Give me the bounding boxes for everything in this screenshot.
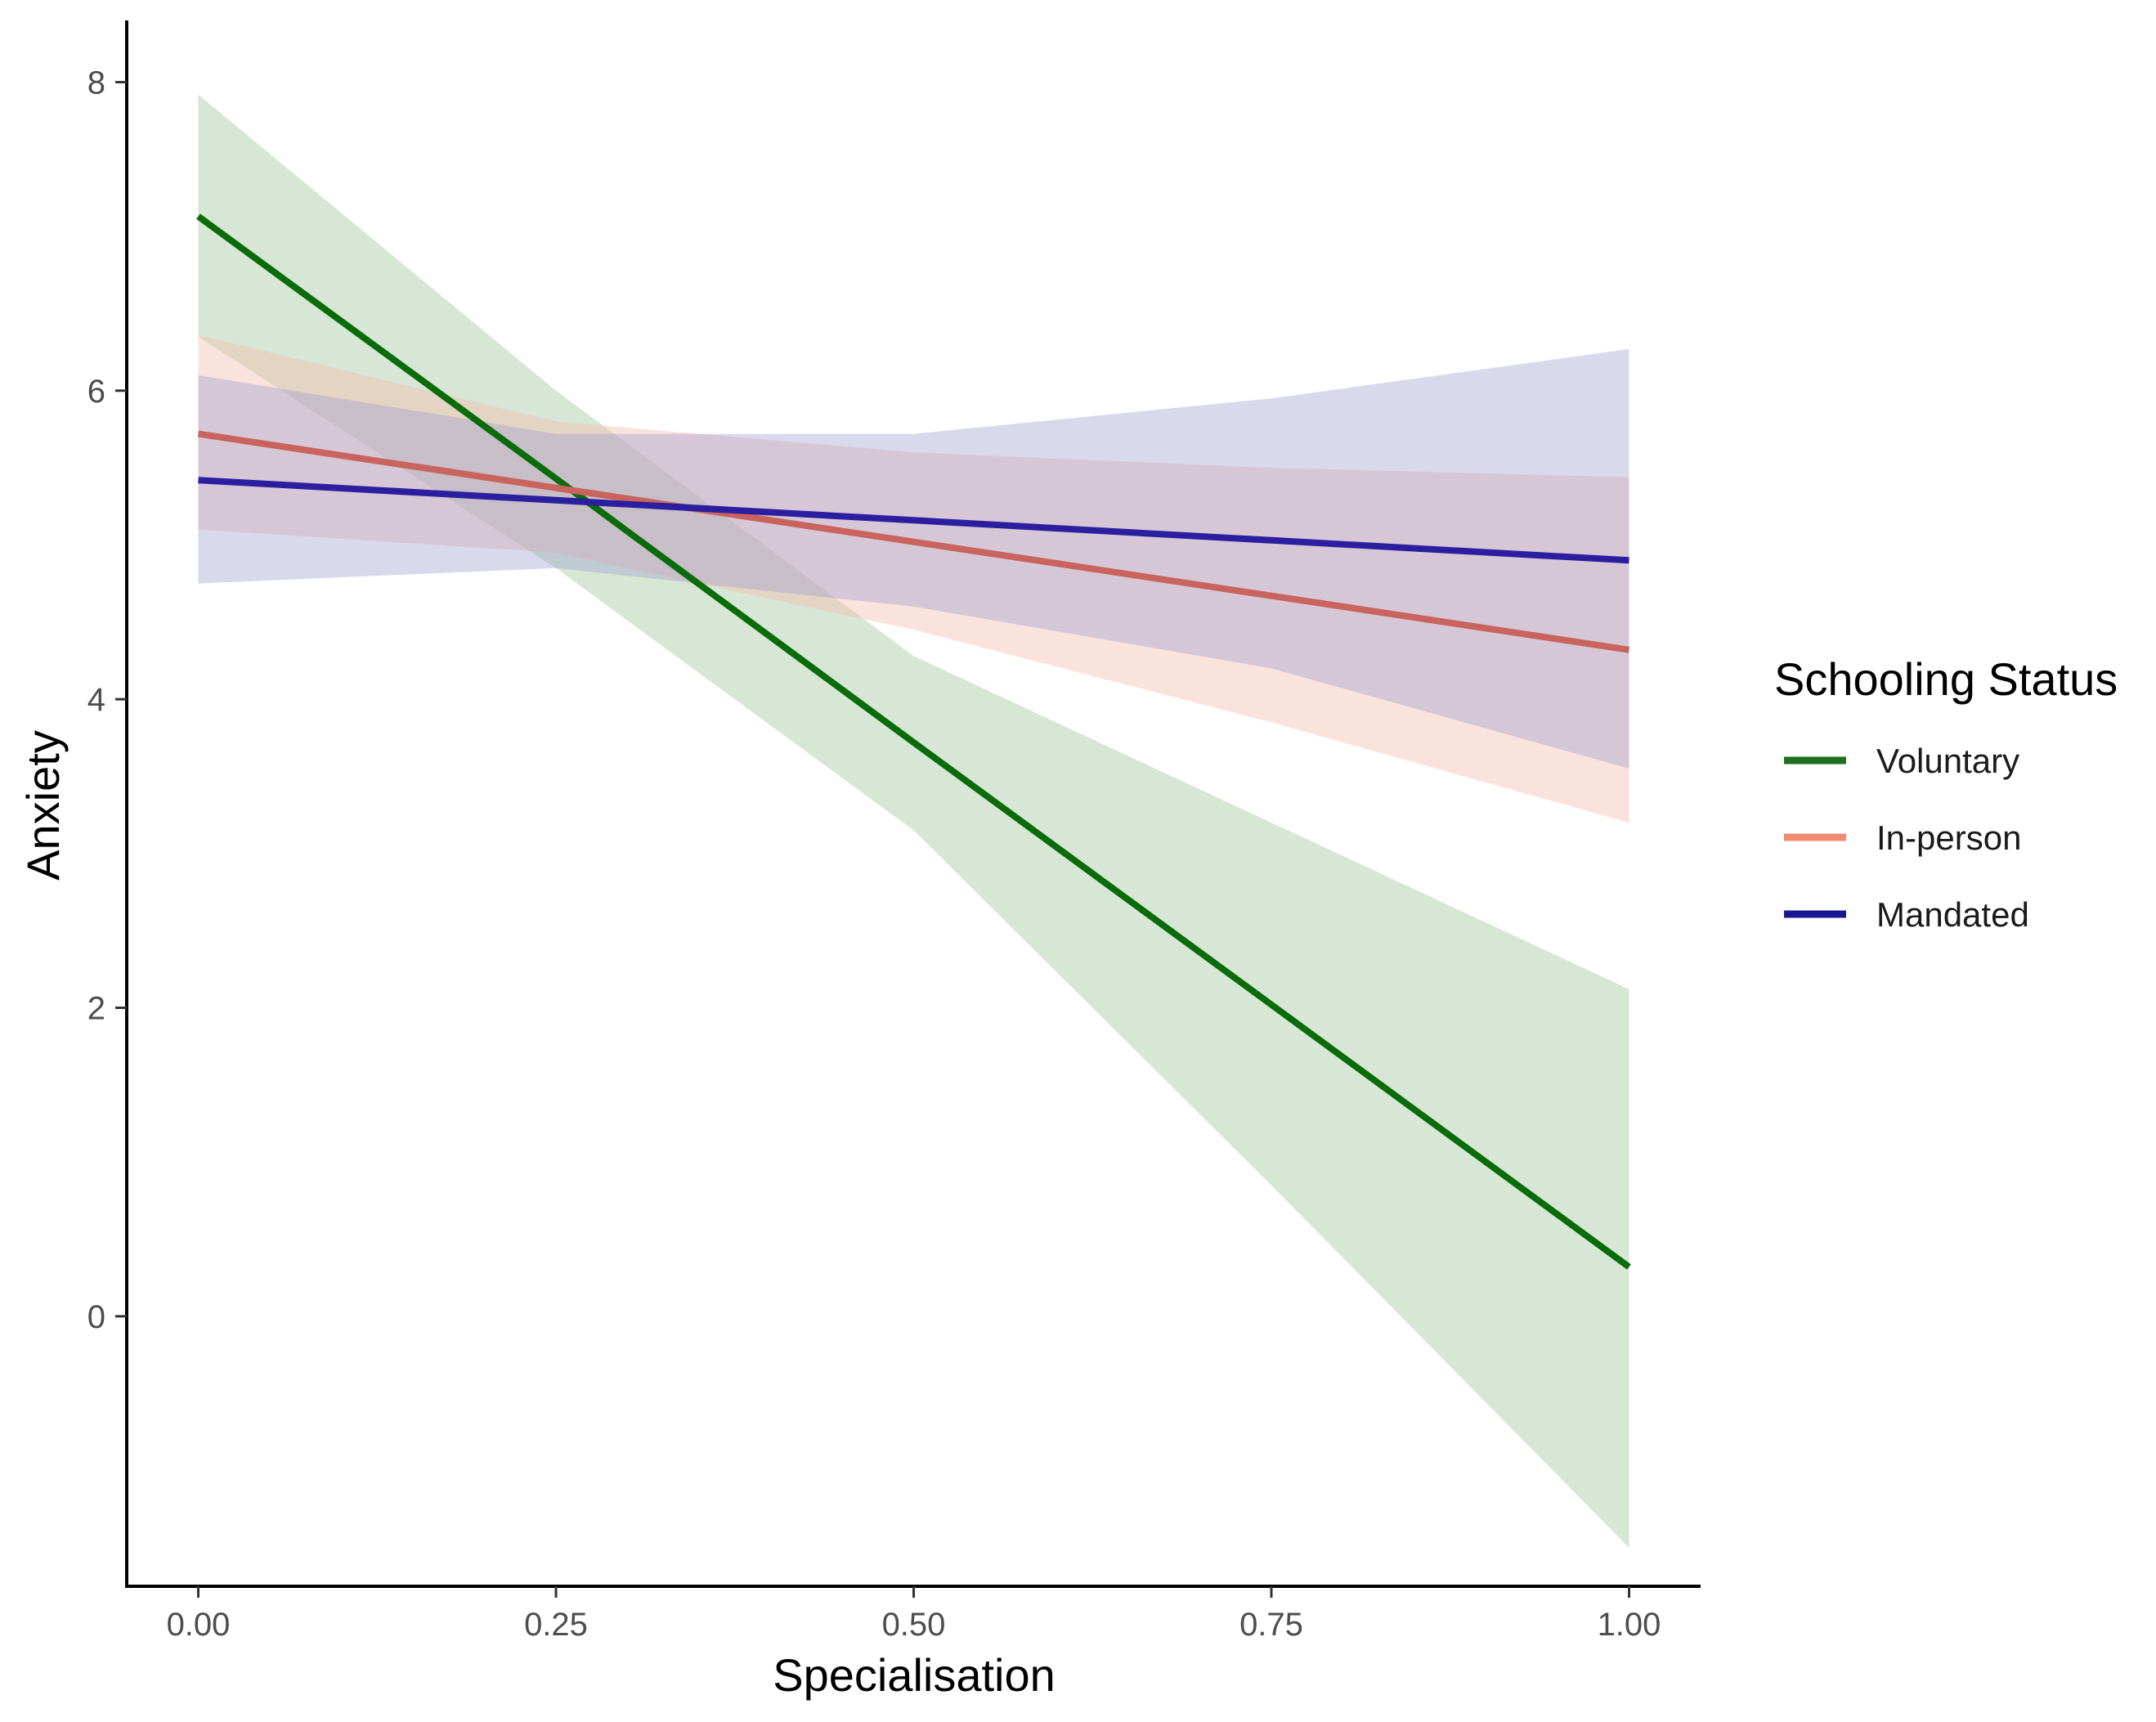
- y-tick-label: 0: [87, 1299, 105, 1335]
- y-tick-label: 6: [87, 374, 105, 410]
- legend: Schooling Status Voluntary In-person Manda…: [1774, 653, 2118, 934]
- y-tick-label: 2: [87, 990, 105, 1026]
- legend-label-in-person: In-person: [1876, 818, 2021, 857]
- confidence-bands: [198, 94, 1629, 1548]
- y-axis-title: Anxiety: [17, 730, 69, 881]
- y-tick-label: 8: [87, 65, 105, 101]
- x-tick-label: 0.00: [167, 1607, 231, 1643]
- band-mandated: [198, 348, 1629, 769]
- legend-label-mandated: Mandated: [1876, 895, 2029, 934]
- band-voluntary: [198, 94, 1629, 1548]
- band-in-person: [198, 334, 1629, 823]
- x-tick-label: 0.75: [1239, 1607, 1303, 1643]
- fit-lines: [196, 213, 1631, 1270]
- x-tick-label: 0.50: [882, 1607, 946, 1643]
- line-in-person: [197, 430, 1630, 653]
- y-tick-label: 4: [87, 682, 105, 718]
- legend-title: Schooling Status: [1774, 653, 2118, 705]
- ticks: 0.00 0.25 0.50 0.75 1.00 0 2 4 6 8: [87, 65, 1661, 1643]
- x-tick-label: 0.25: [524, 1607, 588, 1643]
- line-voluntary: [196, 213, 1631, 1270]
- x-axis-title: Specialisation: [773, 1649, 1056, 1701]
- line-mandated: [198, 477, 1629, 564]
- legend-label-voluntary: Voluntary: [1876, 742, 2019, 780]
- x-tick-label: 1.00: [1598, 1607, 1661, 1643]
